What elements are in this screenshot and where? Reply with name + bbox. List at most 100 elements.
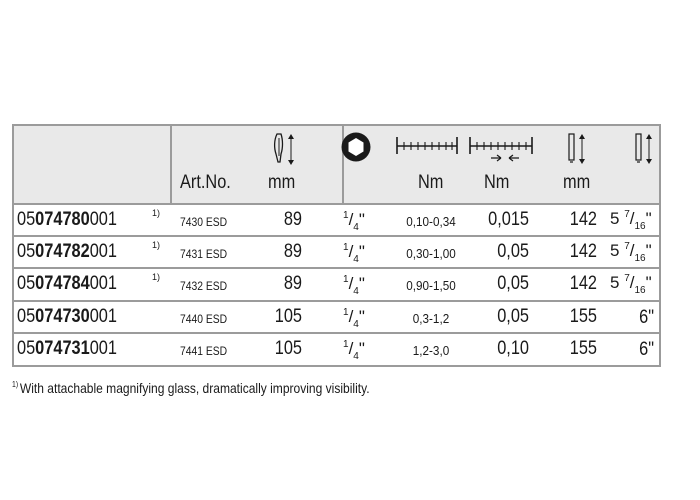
- torque-increment: 0,05: [497, 241, 529, 262]
- article-number-suffix: 001: [89, 273, 117, 294]
- drive-size-denominator: 4: [353, 222, 359, 233]
- row-divider: [12, 203, 661, 205]
- article-number-core: 074731: [35, 338, 90, 359]
- article-number-prefix: 05: [17, 209, 36, 230]
- table-border: [12, 124, 661, 367]
- article-number-suffix: 001: [89, 209, 117, 230]
- overall-length-inch: 5 7/16": [610, 273, 652, 296]
- drive-size-numerator: 1: [343, 274, 349, 285]
- row-divider: [12, 267, 661, 269]
- article-number: 05074780001: [17, 210, 117, 230]
- footnote-reference: 1): [152, 240, 161, 250]
- article-number-core: 074782: [35, 241, 90, 262]
- overall-length-inch: 5 7/16": [610, 209, 652, 232]
- overall-length-whole: 5: [610, 241, 620, 260]
- drive-size: 1/4": [343, 242, 365, 265]
- table-header-background: [12, 124, 661, 204]
- torque-range: 0,3-1,2: [412, 311, 450, 326]
- torque-range: 1,2-3,0: [412, 343, 450, 358]
- article-number: 05074782001: [17, 242, 117, 262]
- article-number: 05074731001: [17, 339, 117, 359]
- drive-size-numerator: 1: [343, 242, 349, 253]
- blade-length-unit: mm: [268, 172, 296, 193]
- model-number: 7431 ESD: [180, 247, 228, 261]
- screwdriver-length-icon: [273, 133, 294, 165]
- bit-length-icon: [568, 133, 585, 164]
- overall-length-denominator: 16: [634, 285, 646, 296]
- drive-size-numerator: 1: [343, 307, 349, 318]
- overall-length-inch: 6": [639, 339, 654, 360]
- overall-length-whole: 5: [610, 209, 620, 228]
- blade-length-mm: 89: [283, 241, 302, 262]
- hex-socket-icon: [341, 132, 371, 162]
- drive-size-inch-mark: ": [358, 307, 365, 326]
- article-number-suffix: 001: [89, 338, 117, 359]
- model-number: 7432 ESD: [180, 279, 228, 293]
- torque-increment: 0,10: [497, 338, 529, 359]
- blade-length-mm: 105: [274, 338, 302, 359]
- article-number-suffix: 001: [89, 306, 117, 327]
- drive-size-numerator: 1: [343, 210, 349, 221]
- overall-length-numerator: 7: [624, 241, 630, 252]
- header-divider: [170, 124, 172, 204]
- footnote-text: With attachable magnifying glass, dramat…: [19, 380, 370, 396]
- overall-length-whole: 5: [610, 273, 620, 292]
- footnote-marker: 1): [12, 380, 19, 389]
- drive-size: 1/4": [343, 210, 365, 233]
- blade-length-mm: 105: [274, 306, 302, 327]
- article-number-core: 074784: [35, 273, 90, 294]
- overall-length-denominator: 16: [634, 253, 646, 264]
- article-number-prefix: 05: [17, 306, 36, 327]
- overall-length-inch: 6": [639, 307, 654, 328]
- blade-length-mm: 89: [283, 209, 302, 230]
- torque-range-unit: Nm: [418, 172, 444, 193]
- article-number-prefix: 05: [17, 241, 36, 262]
- torque-range: 0,30-1,00: [406, 246, 456, 261]
- overall-length-inch-icon: [635, 133, 652, 164]
- bit-length-mm: 142: [569, 241, 597, 262]
- drive-size-denominator: 4: [353, 254, 359, 265]
- drive-size-inch-mark: ": [358, 242, 365, 261]
- model-number: 7430 ESD: [180, 215, 228, 229]
- drive-size-inch-mark: ": [358, 339, 365, 358]
- torque-range: 0,90-1,50: [406, 278, 456, 293]
- torque-range-scale-icon: [396, 137, 458, 154]
- torque-range: 0,10-0,34: [406, 214, 456, 229]
- art-no-header: Art.No.: [180, 172, 231, 193]
- row-divider: [12, 235, 661, 237]
- overall-length-inch: 5 7/16": [610, 241, 652, 264]
- article-number-core: 074730: [35, 306, 90, 327]
- bit-length-mm: 142: [569, 273, 597, 294]
- drive-size: 1/4": [343, 339, 365, 362]
- model-number: 7441 ESD: [180, 344, 228, 358]
- torque-increment-scale-icon: [469, 137, 533, 162]
- overall-length-inch-mark: ": [645, 241, 652, 260]
- overall-length-numerator: 7: [624, 273, 630, 284]
- overall-length-inch-mark: ": [645, 209, 652, 228]
- header-divider: [342, 124, 344, 204]
- drive-size-denominator: 4: [353, 351, 359, 362]
- article-number-prefix: 05: [17, 338, 36, 359]
- overall-length-denominator: 16: [634, 221, 646, 232]
- article-number: 05074784001: [17, 274, 117, 294]
- footnote-reference: 1): [152, 208, 161, 218]
- increment-unit: Nm: [484, 172, 510, 193]
- bit-length-unit: mm: [563, 172, 591, 193]
- overall-length-inch-mark: ": [645, 273, 652, 292]
- drive-size-inch-mark: ": [358, 210, 365, 229]
- footnote-reference: 1): [152, 272, 161, 282]
- bit-length-mm: 155: [569, 338, 597, 359]
- blade-length-mm: 89: [283, 273, 302, 294]
- drive-size-numerator: 1: [343, 339, 349, 350]
- bit-length-mm: 142: [569, 209, 597, 230]
- drive-size: 1/4": [343, 274, 365, 297]
- article-number-core: 074780: [35, 209, 90, 230]
- row-divider: [12, 300, 661, 302]
- torque-increment: 0,015: [488, 209, 529, 230]
- drive-size-inch-mark: ": [358, 274, 365, 293]
- torque-increment: 0,05: [497, 273, 529, 294]
- drive-size-denominator: 4: [353, 286, 359, 297]
- article-number-suffix: 001: [89, 241, 117, 262]
- drive-size: 1/4": [343, 307, 365, 330]
- torque-increment: 0,05: [497, 306, 529, 327]
